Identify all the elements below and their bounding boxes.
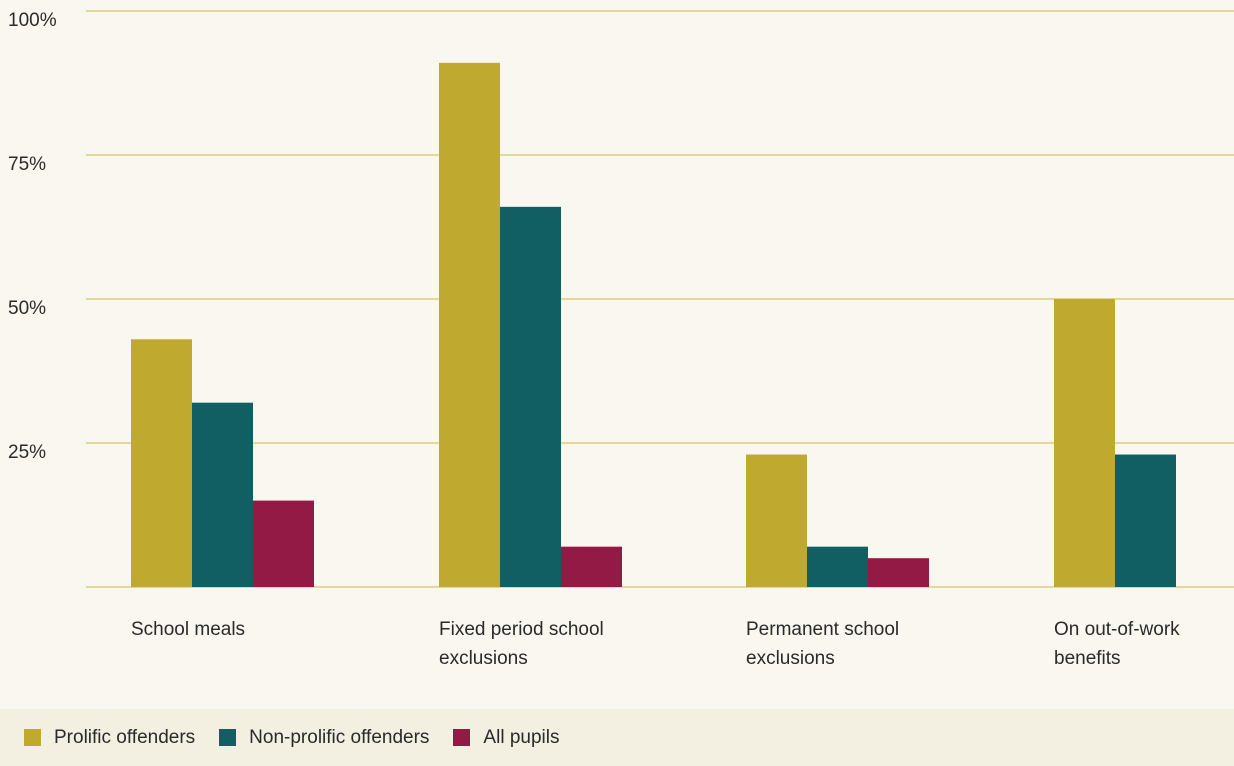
bar (131, 339, 192, 587)
bar (1115, 454, 1176, 587)
legend-item-all-pupils: All pupils (453, 727, 559, 749)
bar (561, 546, 622, 587)
y-tick-label: 100% (8, 10, 57, 31)
chart: 25% 50% 75% 100% School meals Fixed period sc… (8, 10, 1234, 669)
x-category-label: exclusions (439, 648, 528, 669)
legend-swatch-prolific (24, 729, 41, 746)
bar (868, 558, 929, 587)
y-tick-label: 75% (8, 154, 46, 175)
bar (500, 206, 561, 587)
y-tick-label: 25% (8, 442, 46, 463)
bar (253, 500, 314, 587)
legend-swatch-non-prolific (219, 729, 237, 746)
legend-swatch-all-pupils (453, 729, 471, 746)
bar (807, 546, 868, 587)
x-category-label: On out-of-work (1054, 619, 1180, 640)
legend: Prolific offenders Non-prolific offender… (0, 709, 1234, 766)
legend-item-prolific: Prolific offenders (24, 727, 195, 749)
bar (1054, 299, 1115, 587)
legend-label-prolific: Prolific offenders (54, 726, 196, 748)
x-category-label: Permanent school (746, 619, 899, 640)
x-category-label: School meals (131, 619, 245, 640)
bar (439, 62, 500, 587)
x-category-label: exclusions (746, 648, 835, 669)
legend-label-all-pupils: All pupils (483, 726, 560, 748)
x-category-label: Fixed period school (439, 619, 604, 640)
y-tick-label: 50% (8, 298, 46, 319)
legend-label-non-prolific: Non-prolific offenders (249, 726, 430, 748)
x-category-label: benefits (1054, 648, 1121, 669)
legend-item-non-prolific: Non-prolific offenders (219, 727, 429, 749)
bar (192, 402, 253, 587)
bar (746, 454, 807, 587)
